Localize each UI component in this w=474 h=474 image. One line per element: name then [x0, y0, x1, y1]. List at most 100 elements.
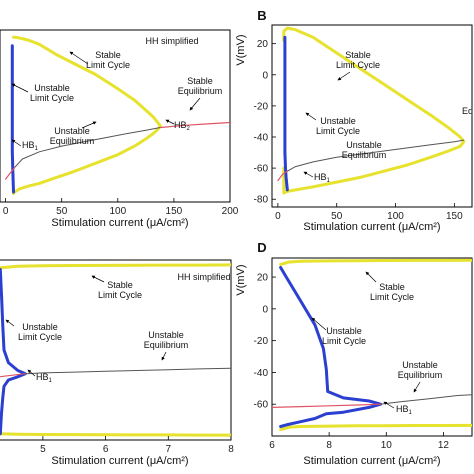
panel-d-stable-lc-arrow — [365, 271, 377, 283]
panel-c-unstable-lc-arrow — [5, 319, 15, 327]
panel-a-hb1-label: HB1 — [22, 140, 39, 152]
panel-b-y-tick-label: 0 — [262, 70, 268, 81]
panel-a-series — [5, 35, 230, 195]
panel-a: 0 50 100 150 200 HH simplified Stimulation c… — [0, 29, 239, 229]
panel-a-x-tick-label: 150 — [166, 206, 183, 217]
panel-b-stable-lc-line1: Stable — [345, 50, 371, 60]
panel-d-y-tick-label: -20 — [254, 336, 269, 347]
panel-b-y-tick-label: -60 — [254, 164, 269, 175]
panel-d-series-stable-limit-cycle-0 — [279, 258, 472, 266]
panel-d-stable-lc-line2: Limit Cycle — [370, 292, 414, 302]
panel-c-series-unstable-equilibrium-3 — [24, 367, 231, 375]
panel-a-frame — [0, 29, 231, 203]
panel-a-x-tick-label: 100 — [109, 206, 126, 217]
panel-a-unstable-eq-line1: Unstable — [54, 126, 90, 136]
panel-a-stable-lc-line1: Stable — [95, 50, 121, 60]
panel-d-y-tick-label: -60 — [254, 400, 269, 411]
panel-d-hb1-label: HB1 — [396, 404, 413, 416]
panel-a-hb2-arrow — [165, 119, 175, 125]
panel-b-series-stable-equilibrium-3 — [277, 170, 288, 182]
panel-c-series-unstable-limit-cycle-2 — [0, 268, 27, 436]
panel-d-x-tick-label: 10 — [381, 440, 393, 451]
panel-c-title: HH simplified — [177, 272, 230, 282]
panel-d-y-ticks: 20 0 -20 -40 -60 — [254, 273, 276, 411]
panel-b-stable-lc-line2: Limit Cycle — [336, 60, 380, 70]
panel-a-unstable-lc-line1: Unstable — [34, 83, 70, 93]
panel-b-x-tick-label: 150 — [446, 211, 463, 222]
panel-d-hb1-arrow — [383, 401, 395, 409]
panel-b-frame — [271, 24, 473, 208]
panel-b-y-ticks: 20 0 -20 -40 -60 -80 — [254, 39, 276, 206]
panel-c-stable-lc-line2: Limit Cycle — [98, 290, 142, 300]
panel-c-hb1-label: HB1 — [36, 372, 53, 384]
panel-a-stable-lc-arrow — [69, 51, 89, 65]
panel-a-hb1-arrow — [11, 139, 22, 147]
panel-b-x-tick-label: 0 — [275, 211, 281, 222]
panel-c-hb1-arrow — [27, 369, 36, 377]
panel-c-unstable-lc-line1: Unstable — [22, 322, 58, 332]
panel-a-stable-eq-arrow — [189, 97, 201, 111]
panel-b-xlabel: Stimulation current (μA/cm²) — [303, 221, 440, 233]
panel-a-unstable-eq-line2: Equilibrium — [50, 136, 95, 146]
panel-a-hb2-label: HB2 — [174, 120, 191, 132]
panel-d-series-unstable-equilibrium-3 — [380, 394, 472, 405]
panel-d-ylabel: V(mV) — [235, 264, 247, 295]
panel-a-xlabel: Stimulation current (μA/cm²) — [51, 217, 188, 229]
panel-c-frame — [0, 259, 232, 441]
panel-b-x-tick-label: 50 — [331, 211, 343, 222]
panel-a-unstable-eq-arrow — [81, 121, 97, 129]
panel-a-unstable-lc-line2: Limit Cycle — [30, 93, 74, 103]
panel-c-series-stable-limit-cycle-1 — [0, 432, 231, 437]
panel-a-x-tick-label: 50 — [56, 206, 68, 217]
panel-a-series-unstable-equilibrium-2 — [14, 127, 161, 169]
panel-d-x-tick-label: 6 — [269, 440, 275, 451]
panel-a-stable-lc-line2: Limit Cycle — [86, 60, 130, 70]
panel-d-unstable-lc-line2: Limit Cycle — [322, 336, 366, 346]
panel-b-y-tick-label: 20 — [257, 39, 269, 50]
panel-b-y-tick-label: -40 — [254, 133, 269, 144]
panel-a-series-stable-equilibrium-3 — [5, 167, 16, 180]
panel-a-series-stable-limit-cycle-0 — [12, 35, 162, 195]
panel-c-xlabel: Stimulation current (μA/cm²) — [51, 455, 188, 467]
panel-d-series-stable-equilibrium-4 — [272, 403, 382, 408]
panel-c-unstable-eq-line1: Unstable — [148, 330, 184, 340]
panel-d: 6 8 10 12 20 0 -20 -40 -60 D V(mV) Stimulation … — [235, 240, 473, 467]
panel-b-series-unstable-limit-cycle-1 — [283, 35, 289, 192]
panel-b: 0 50 100 150 200-20-40-60-80 B V(mV) Stimul… — [235, 8, 473, 233]
panel-b-unstable-lc-arrow — [305, 112, 317, 121]
panel-a-series-unstable-limit-cycle-1 — [10, 44, 15, 194]
panel-b-series-unstable-equilibrium-2 — [286, 139, 465, 172]
panel-c-x-tick-label: 5 — [40, 444, 46, 455]
panel-c-unstable-lc-line2: Limit Cycle — [18, 332, 62, 342]
panel-d-unstable-eq-arrow — [413, 381, 421, 393]
panel-b-y-tick-label: -80 — [254, 195, 269, 206]
panel-c-x-tick-label: 6 — [103, 444, 109, 455]
panel-d-stable-lc-line1: Stable — [379, 282, 405, 292]
panel-d-x-tick-label: 8 — [326, 440, 332, 451]
panel-c-series-stable-limit-cycle-0 — [0, 263, 231, 270]
panel-b-x-ticks: 0 50 100 150 — [275, 203, 463, 222]
panel-b-y-tick-label: -20 — [254, 101, 269, 112]
panel-a-title: HH simplified — [145, 36, 198, 46]
panel-d-series-stable-limit-cycle-1 — [279, 423, 472, 432]
panel-d-frame — [271, 257, 473, 437]
panel-b-stable-lc-arrow — [337, 71, 351, 81]
panel-b-unstable-lc-line1: Unstable — [320, 116, 356, 126]
panel-d-unstable-eq-line2: Equilibrium — [398, 370, 443, 380]
panel-c-stable-lc-line1: Stable — [107, 280, 133, 290]
panel-a-unstable-lc-arrow — [11, 83, 29, 93]
panel-c-series-stable-equilibrium-4 — [0, 373, 26, 378]
panel-b-letter: B — [257, 8, 266, 23]
panel-c-x-tick-label: 8 — [228, 444, 234, 455]
panel-c-unstable-eq-line2: Equilibrium — [144, 340, 189, 350]
panel-a-stable-eq-line2: Equilibrium — [178, 86, 223, 96]
panel-c: 5 6 7 8 HH simplified Stimulation current (… — [0, 259, 234, 467]
panel-d-xlabel: Stimulation current (μA/cm²) — [303, 455, 440, 467]
panel-b-hb1-arrow — [303, 171, 314, 178]
panel-b-stable-eq-partial: Eq — [462, 106, 473, 116]
panel-b-series-stable-limit-cycle-0 — [282, 26, 466, 195]
panel-c-unstable-eq-arrow — [161, 351, 167, 361]
panel-b-series — [277, 26, 466, 195]
panel-b-x-tick-label: 100 — [387, 211, 404, 222]
